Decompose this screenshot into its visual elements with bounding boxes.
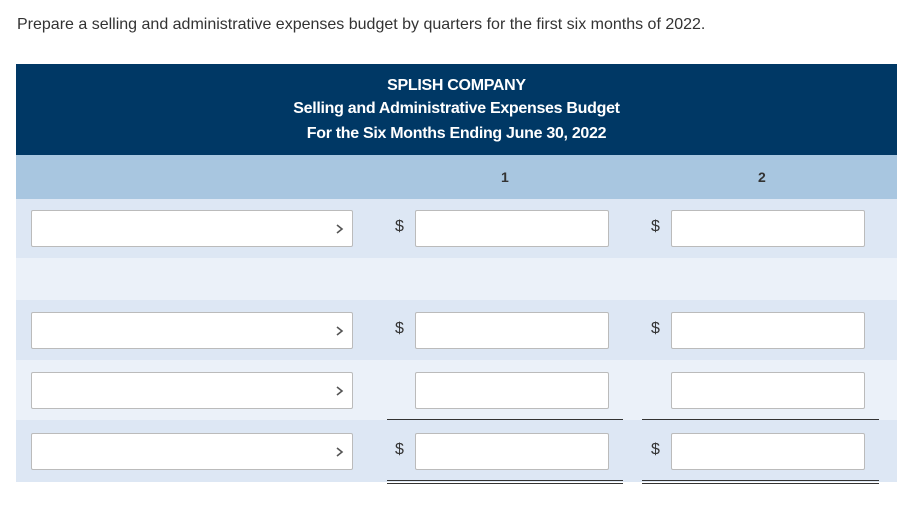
dropdown[interactable] [31, 210, 353, 247]
currency-symbol: $ [395, 218, 404, 235]
budget-period: For the Six Months Ending June 30, 2022 [306, 125, 607, 142]
amount-input[interactable] [415, 312, 609, 349]
total-line [387, 483, 623, 484]
amount-input[interactable] [415, 372, 609, 409]
chevron [336, 326, 344, 336]
column-header-row: 1 2 [16, 155, 897, 199]
budget-title: Selling and Administrative Expenses Budg… [293, 100, 620, 117]
total-line [642, 483, 879, 484]
amount-input[interactable] [415, 210, 609, 247]
instruction: Prepare a selling and administrative exp… [17, 16, 706, 33]
amount-input[interactable] [671, 210, 865, 247]
currency-symbol: $ [395, 441, 404, 458]
dropdown[interactable] [31, 433, 353, 470]
total-line [387, 480, 623, 481]
table-row: $ $ [16, 199, 897, 258]
currency-symbol: $ [651, 441, 660, 458]
currency-symbol: $ [651, 218, 660, 235]
amount-input[interactable] [671, 433, 865, 470]
amount-input[interactable] [415, 433, 609, 470]
chevron [336, 224, 344, 234]
table-header: SPLISH COMPANY Selling and Administrativ… [16, 64, 897, 155]
dropdown[interactable] [31, 312, 353, 349]
column-header: 2 [758, 169, 766, 185]
total-line [642, 480, 879, 481]
chevron [336, 447, 344, 457]
chevron [336, 386, 344, 396]
currency-symbol: $ [651, 320, 660, 337]
company-name: SPLISH COMPANY [387, 77, 526, 94]
table-row: $ $ [16, 300, 897, 360]
amount-input[interactable] [671, 372, 865, 409]
amount-input[interactable] [671, 312, 865, 349]
subtotal-line [387, 419, 623, 420]
table-row [16, 360, 897, 420]
currency-symbol: $ [395, 320, 404, 337]
subtotal-line [642, 419, 879, 420]
table-row: $ $ [16, 420, 897, 484]
dropdown[interactable] [31, 372, 353, 409]
table-row [16, 258, 897, 300]
column-header: 1 [501, 169, 509, 185]
